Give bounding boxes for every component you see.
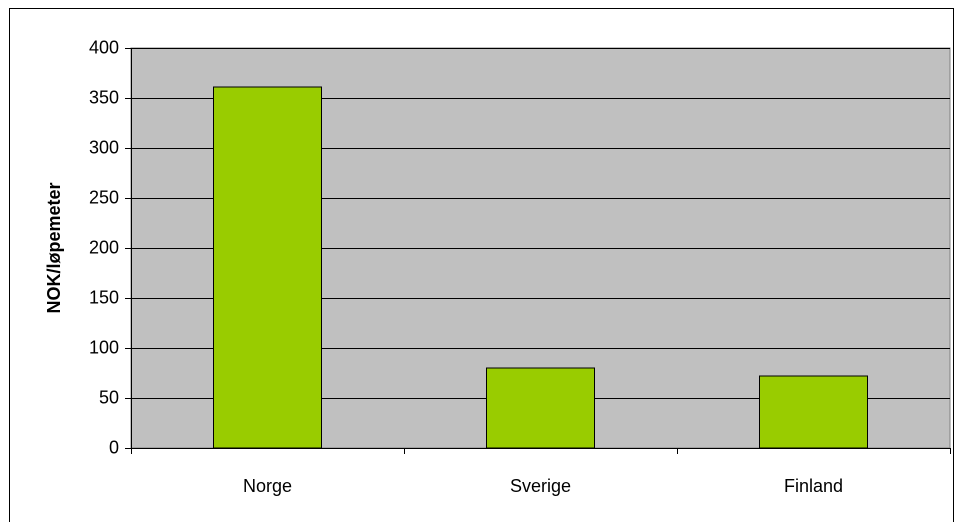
y-axis-label: NOK/løpemeter [44,182,64,313]
y-tick-label: 0 [109,437,119,457]
y-tick-label: 400 [89,37,119,57]
y-tick-label: 100 [89,337,119,357]
y-tick-label: 200 [89,237,119,257]
y-tick-label: 150 [89,287,119,307]
bar [213,86,322,449]
x-tick-label: Norge [243,476,292,496]
x-tick-label: Finland [784,476,843,496]
y-tick-label: 350 [89,87,119,107]
x-tick-label: Sverige [510,476,571,496]
bar [486,367,595,449]
y-tick-label: 50 [99,387,119,407]
y-tick-label: 300 [89,137,119,157]
y-tick-label: 250 [89,187,119,207]
bar [759,375,868,449]
